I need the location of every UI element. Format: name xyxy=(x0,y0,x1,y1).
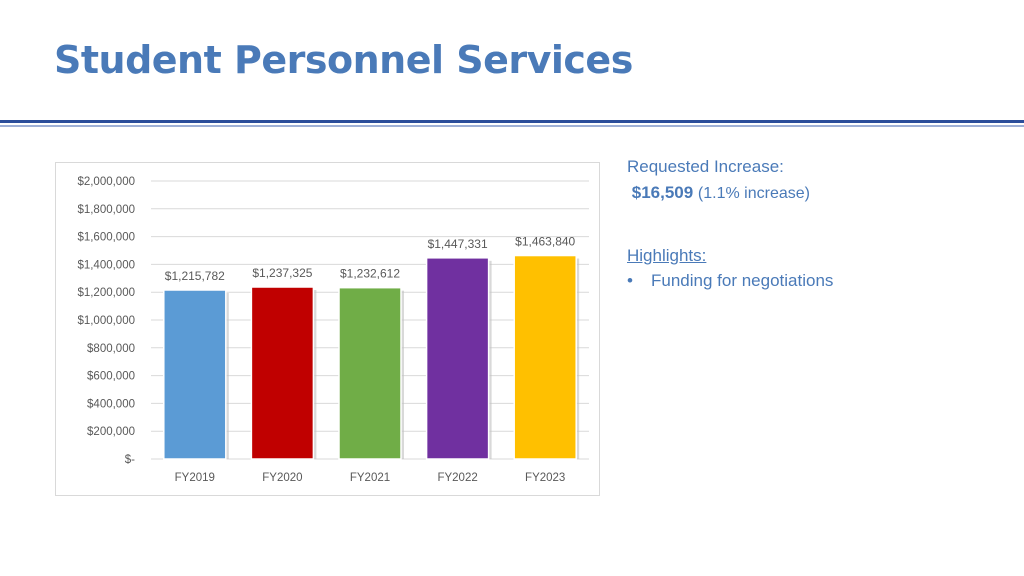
y-tick-label: $1,000,000 xyxy=(77,315,135,327)
increase-percent: (1.1% increase) xyxy=(697,185,810,202)
bar-chart: $- $200,000 $400,000 $600,000 $800,000 $1,000… xyxy=(55,162,600,496)
requested-increase-value: $16,509 (1.1% increase) xyxy=(627,180,1007,207)
highlights-heading: Highlights: xyxy=(627,246,707,265)
bar xyxy=(338,286,402,460)
y-tick-label: $400,000 xyxy=(87,398,135,410)
y-tick-label: $- xyxy=(125,454,135,466)
header-divider xyxy=(0,120,1024,123)
y-tick-label: $2,000,000 xyxy=(77,176,135,188)
page-title: Student Personnel Services xyxy=(54,38,633,82)
sidebar-panel: Requested Increase: $16,509 (1.1% increa… xyxy=(627,154,1007,293)
x-tick-label: FY2021 xyxy=(350,472,390,484)
y-tick-label: $200,000 xyxy=(87,426,135,438)
y-tick-label: $1,600,000 xyxy=(77,232,135,244)
bar xyxy=(425,257,490,460)
x-tick-label: FY2019 xyxy=(175,472,215,484)
bar xyxy=(163,289,227,460)
highlight-item: • Funding for negotiations xyxy=(627,269,1007,293)
highlight-item-text: Funding for negotiations xyxy=(651,271,834,290)
x-tick-label: FY2022 xyxy=(437,472,477,484)
highlights-list: • Funding for negotiations xyxy=(627,269,1007,293)
x-tick-label: FY2023 xyxy=(525,472,565,484)
y-tick-label: $1,400,000 xyxy=(77,259,135,271)
y-tick-label: $600,000 xyxy=(87,371,135,383)
bar xyxy=(513,254,577,460)
y-tick-label: $1,800,000 xyxy=(77,204,135,216)
y-tick-label: $800,000 xyxy=(87,343,135,355)
data-label: $1,232,612 xyxy=(340,267,400,281)
bar-chart-canvas: $- $200,000 $400,000 $600,000 $800,000 $1,000… xyxy=(77,176,589,484)
requested-increase-label: Requested Increase: xyxy=(627,157,784,176)
data-label: $1,447,331 xyxy=(428,237,488,251)
data-label: $1,215,782 xyxy=(165,269,225,283)
x-tick-label: FY2020 xyxy=(262,472,302,484)
data-label: $1,463,840 xyxy=(515,235,575,249)
increase-amount: $16,509 xyxy=(631,183,694,202)
y-tick-label: $1,200,000 xyxy=(77,287,135,299)
bar xyxy=(250,286,315,460)
bullet-icon: • xyxy=(627,271,633,290)
data-label: $1,237,325 xyxy=(252,266,312,280)
header-divider-accent xyxy=(0,125,1024,127)
